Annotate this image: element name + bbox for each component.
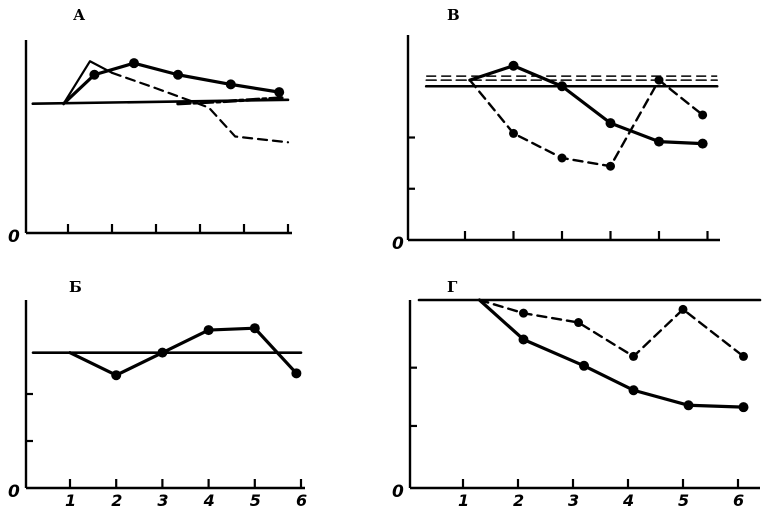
data-point: [173, 69, 183, 80]
panel-v-letter: В: [447, 6, 460, 24]
data-point: [678, 304, 688, 314]
series-line-dashed-markers: [468, 78, 704, 168]
data-point: [654, 136, 664, 147]
x-tick-label: 4: [622, 491, 634, 510]
panel-b: Б 0 1 2 3 4 5 6: [8, 278, 307, 510]
zero-label: 0: [8, 227, 20, 247]
data-point: [574, 318, 583, 328]
series-line-dashed: [110, 71, 290, 144]
series-line-solid-thin: [62, 60, 114, 105]
panel-a-letter: А: [73, 6, 86, 24]
data-point: [698, 110, 708, 120]
x-tick-label: 5: [678, 491, 689, 510]
zero-label: 0: [392, 234, 404, 254]
panel-a: А 0: [8, 6, 292, 247]
data-point: [518, 334, 529, 345]
series-line-solid-markers: [68, 326, 298, 377]
data-point: [274, 87, 285, 98]
series-line-dash-dot-thick: [176, 96, 286, 106]
series-line-solid-markers: [61, 61, 281, 106]
data-point: [697, 138, 708, 149]
data-point: [509, 128, 518, 138]
series-line-solid-markers: [477, 298, 746, 409]
data-point: [89, 69, 100, 80]
data-point: [579, 360, 589, 371]
zero-label: 0: [392, 482, 404, 502]
data-point: [628, 385, 639, 396]
zero-label: 0: [8, 482, 20, 502]
data-point: [629, 351, 638, 361]
data-point: [225, 79, 236, 90]
data-point: [508, 60, 519, 71]
x-tick-label: 6: [296, 491, 307, 510]
data-point: [291, 368, 302, 379]
series-line-dashed-markers: [478, 298, 745, 358]
panel-v: В 0: [392, 6, 720, 254]
data-point: [203, 325, 214, 336]
x-tick-label: 2: [513, 491, 524, 510]
x-tick-label: 1: [65, 491, 76, 510]
data-point: [249, 323, 260, 334]
data-point: [654, 75, 664, 85]
data-point: [519, 308, 528, 318]
x-tick-label: 3: [157, 491, 168, 510]
x-tick-label: 3: [568, 491, 579, 510]
data-point: [739, 351, 748, 361]
panel-g: Г 0 1 2 3 4 5 6: [392, 278, 762, 510]
data-point: [557, 81, 567, 92]
data-point: [738, 402, 749, 413]
x-tick-label: 1: [458, 491, 469, 510]
panel-g-letter: Г: [447, 278, 458, 296]
panel-b-letter: Б: [69, 278, 82, 296]
x-tick-label: 4: [203, 491, 215, 510]
data-point: [111, 370, 122, 381]
data-point: [557, 153, 567, 163]
data-point: [129, 58, 139, 69]
data-point: [157, 347, 168, 358]
series-line-solid-markers: [468, 64, 705, 146]
x-tick-label: 6: [733, 491, 744, 510]
x-tick-label: 2: [111, 491, 122, 510]
data-point: [605, 118, 616, 129]
data-point: [683, 400, 694, 411]
data-point: [606, 161, 615, 171]
x-tick-label: 5: [250, 491, 261, 510]
